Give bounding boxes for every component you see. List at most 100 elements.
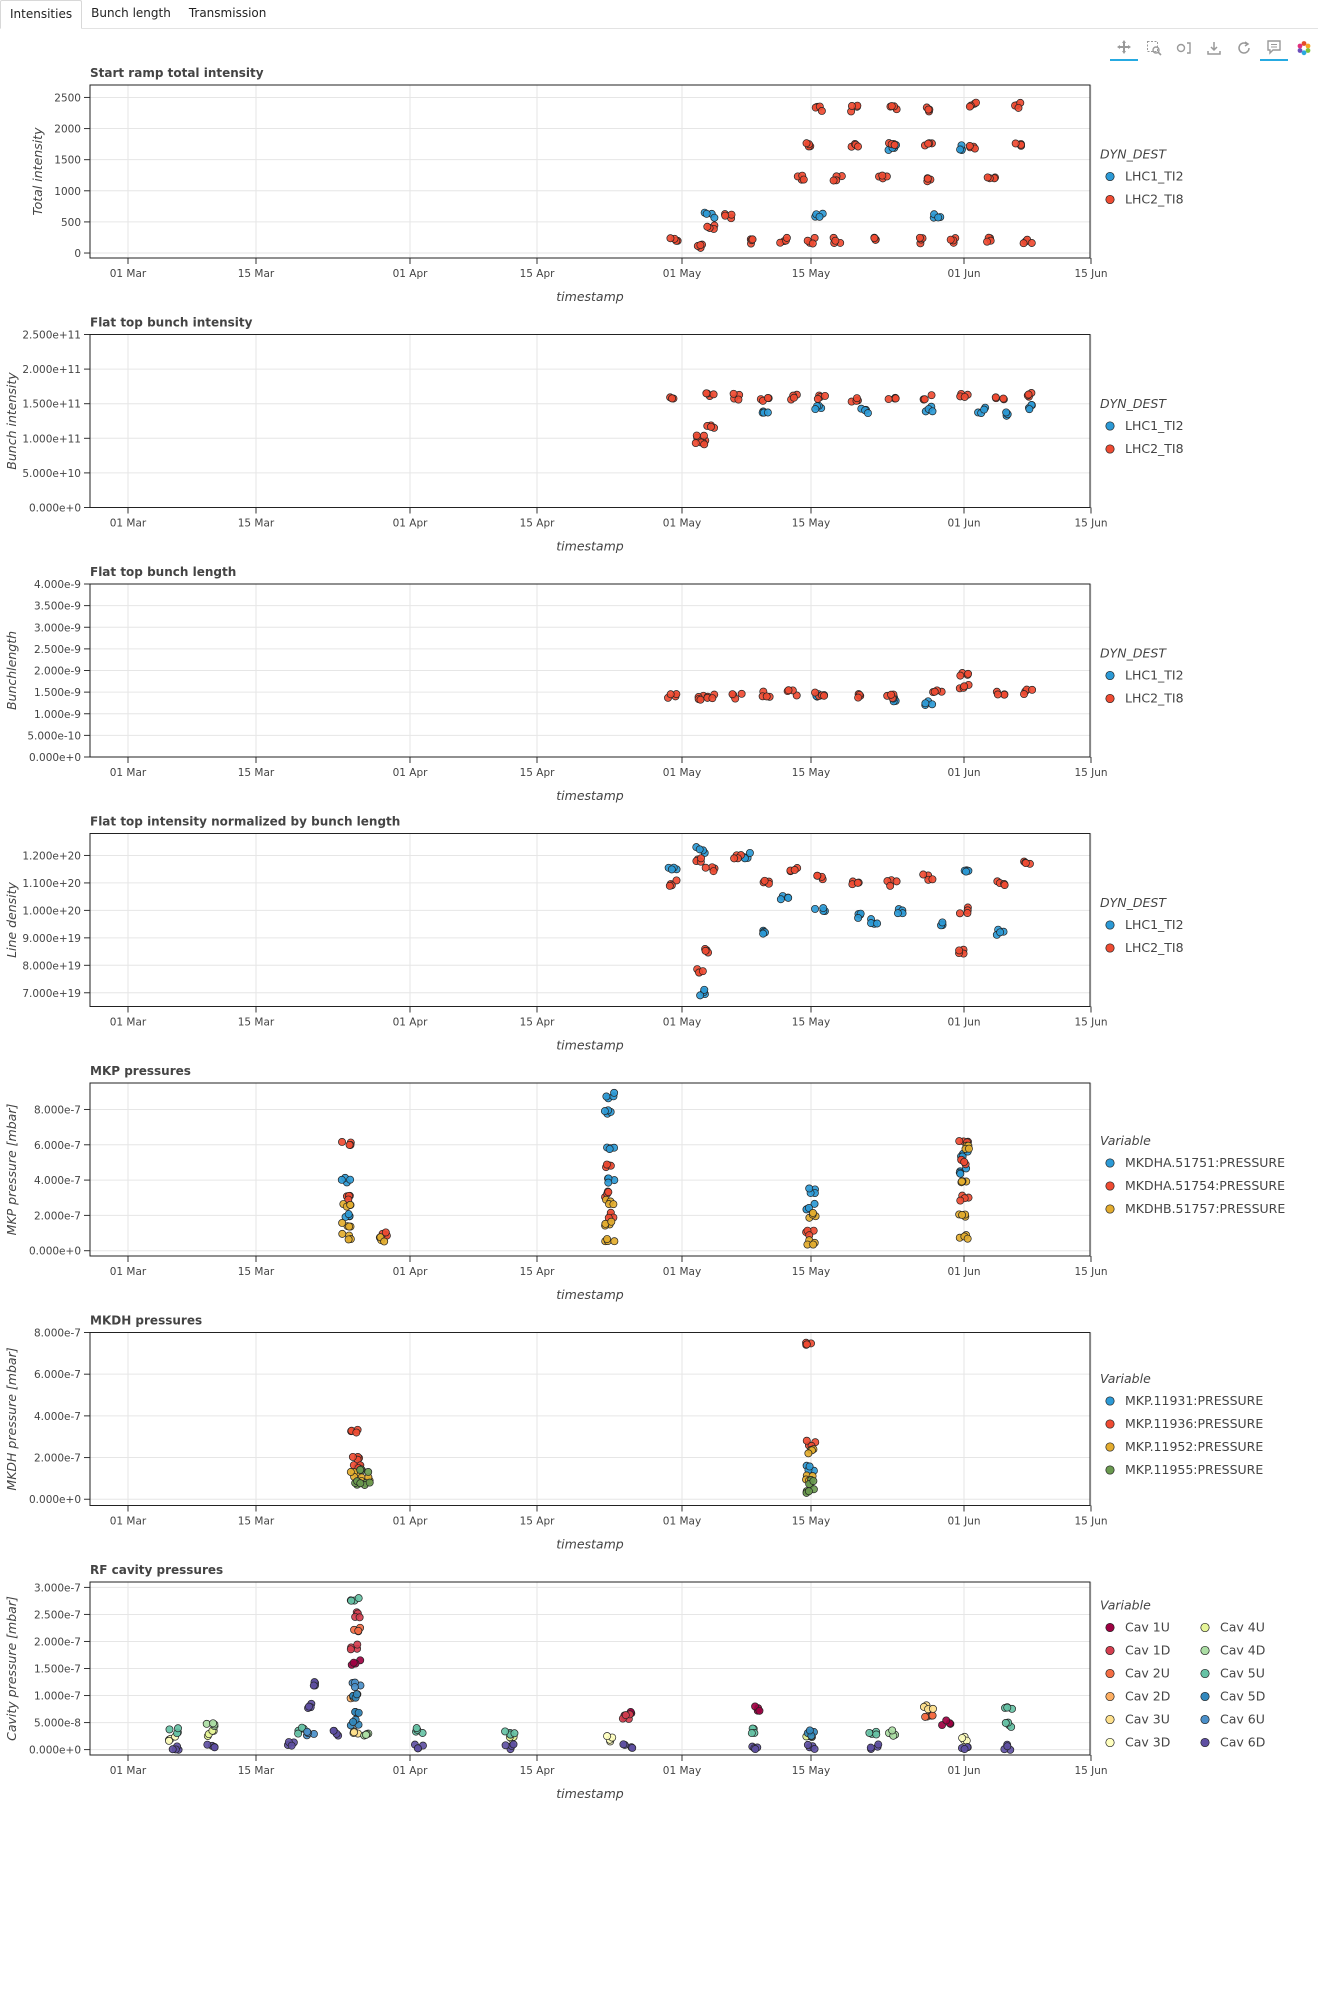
scatter-point[interactable] [604, 1178, 613, 1187]
scatter-point[interactable] [874, 1740, 883, 1749]
scatter-point[interactable] [728, 690, 737, 699]
scatter-point[interactable] [501, 1727, 510, 1736]
scatter-point[interactable] [346, 1645, 355, 1654]
scatter-point[interactable] [737, 689, 746, 698]
scatter-point[interactable] [965, 102, 974, 111]
scatter-point[interactable] [349, 1717, 358, 1726]
legend-marker[interactable] [1105, 1668, 1115, 1679]
scatter-point[interactable] [956, 1196, 965, 1205]
scatter-point[interactable] [210, 1743, 219, 1752]
scatter-point[interactable] [605, 1145, 614, 1153]
scatter-point[interactable] [364, 1467, 373, 1476]
scatter-point[interactable] [920, 395, 929, 404]
legend-label[interactable]: LHC2_TI8 [1125, 192, 1184, 207]
scatter-point[interactable] [1003, 1742, 1012, 1751]
legend-marker[interactable] [1105, 1419, 1115, 1429]
scatter-point[interactable] [1011, 139, 1020, 148]
scatter-point[interactable] [929, 1704, 937, 1713]
scatter-point[interactable] [809, 1240, 818, 1249]
scatter-point[interactable] [808, 239, 817, 248]
scatter-point[interactable] [964, 669, 973, 678]
scatter-point[interactable] [700, 431, 708, 440]
scatter-point[interactable] [346, 1175, 355, 1184]
scatter-point[interactable] [956, 1169, 965, 1178]
legend-label[interactable]: LHC2_TI8 [1125, 441, 1184, 456]
scatter-point[interactable] [348, 1452, 357, 1461]
scatter-point[interactable] [983, 173, 992, 182]
scatter-point[interactable] [915, 233, 924, 242]
scatter-point[interactable] [700, 440, 709, 449]
scatter-point[interactable] [510, 1729, 519, 1738]
legend-label[interactable]: Cav 4U [1220, 1620, 1265, 1635]
scatter-point[interactable] [854, 693, 863, 702]
scatter-point[interactable] [811, 405, 820, 414]
scatter-point[interactable] [701, 946, 710, 955]
scatter-point[interactable] [509, 1740, 518, 1749]
scatter-point[interactable] [802, 139, 811, 148]
scatter-point[interactable] [763, 394, 772, 402]
scatter-point[interactable] [501, 1741, 510, 1750]
scatter-point[interactable] [790, 866, 799, 874]
scatter-point[interactable] [854, 914, 863, 922]
scatter-point[interactable] [762, 692, 771, 701]
scatter-point[interactable] [602, 1092, 611, 1101]
scatter-point[interactable] [747, 1729, 756, 1738]
scatter-point[interactable] [938, 918, 947, 927]
scatter-point[interactable] [960, 392, 969, 401]
legend-marker[interactable] [1105, 1622, 1115, 1633]
scatter-point[interactable] [287, 1741, 296, 1750]
scatter-point[interactable] [820, 691, 828, 700]
legend-marker[interactable] [1105, 1442, 1115, 1452]
hover-icon[interactable] [1260, 35, 1288, 61]
box-zoom-icon[interactable] [1140, 35, 1168, 61]
scatter-point[interactable] [298, 1723, 306, 1732]
scatter-point[interactable] [356, 1479, 365, 1488]
scatter-point[interactable] [1028, 685, 1037, 694]
scatter-point[interactable] [667, 865, 676, 874]
scatter-point[interactable] [709, 390, 718, 399]
scatter-point[interactable] [956, 671, 965, 680]
scatter-point[interactable] [354, 1594, 363, 1603]
scatter-point[interactable] [847, 102, 856, 110]
legend-marker[interactable] [1105, 920, 1115, 930]
scatter-point[interactable] [886, 881, 895, 890]
scatter-point[interactable] [338, 1138, 346, 1146]
scatter-point[interactable] [927, 391, 936, 400]
scatter-point[interactable] [603, 1732, 612, 1741]
legend-marker[interactable] [1105, 1691, 1115, 1702]
scatter-point[interactable] [872, 1730, 881, 1739]
scatter-point[interactable] [209, 1719, 217, 1728]
scatter-point[interactable] [1021, 859, 1030, 868]
scatter-point[interactable] [329, 1726, 338, 1735]
scatter-point[interactable] [165, 1736, 173, 1745]
scatter-point[interactable] [946, 235, 955, 244]
legend-label[interactable]: Cav 6D [1220, 1735, 1265, 1750]
scatter-point[interactable] [888, 1726, 897, 1735]
legend-marker[interactable] [1105, 1396, 1115, 1406]
scatter-point[interactable] [866, 1743, 875, 1752]
scatter-point[interactable] [412, 1724, 421, 1733]
scatter-point[interactable] [955, 1137, 964, 1146]
scatter-point[interactable] [721, 211, 730, 220]
scatter-point[interactable] [603, 1235, 612, 1243]
scatter-point[interactable] [887, 690, 896, 699]
scatter-point[interactable] [831, 236, 840, 245]
scatter-point[interactable] [759, 929, 768, 938]
scatter-point[interactable] [813, 871, 822, 880]
legend-label[interactable]: MKP.11955:PRESSURE [1125, 1462, 1263, 1477]
scatter-point[interactable] [751, 1745, 760, 1754]
scatter-point[interactable] [890, 141, 899, 149]
scatter-point[interactable] [958, 1211, 967, 1219]
scatter-point[interactable] [665, 881, 674, 890]
legend-marker[interactable] [1200, 1714, 1210, 1725]
scatter-point[interactable] [805, 1462, 814, 1471]
legend-marker[interactable] [1105, 444, 1115, 454]
scatter-point[interactable] [963, 909, 972, 917]
scatter-point[interactable] [708, 694, 717, 703]
scatter-point[interactable] [821, 391, 829, 400]
scatter-point[interactable] [819, 904, 828, 913]
legend-marker[interactable] [1105, 1158, 1115, 1168]
scatter-point[interactable] [294, 1729, 303, 1738]
plot-frame[interactable] [89, 1332, 1091, 1506]
scatter-point[interactable] [666, 234, 675, 243]
